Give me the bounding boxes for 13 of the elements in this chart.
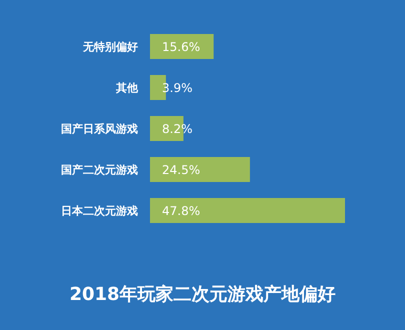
y-tick-label: 其他 bbox=[115, 82, 139, 94]
data-label: 24.5% bbox=[162, 163, 200, 177]
data-label: 47.8% bbox=[162, 204, 200, 218]
bar bbox=[150, 34, 214, 59]
y-tick-label: 日本二次元游戏 bbox=[61, 204, 138, 218]
bar bbox=[150, 157, 250, 182]
bar bbox=[150, 198, 345, 223]
y-tick-label: 国产日系风游戏 bbox=[61, 122, 138, 136]
y-tick-label: 国产二次元游戏 bbox=[61, 164, 138, 176]
y-tick-label: 无特别偏好 bbox=[82, 40, 138, 54]
text: 2018年玩家二次元游戏产地偏好 bbox=[69, 284, 336, 305]
data-label: 15.6% bbox=[162, 40, 200, 54]
data-label: 3.9% bbox=[162, 81, 192, 95]
